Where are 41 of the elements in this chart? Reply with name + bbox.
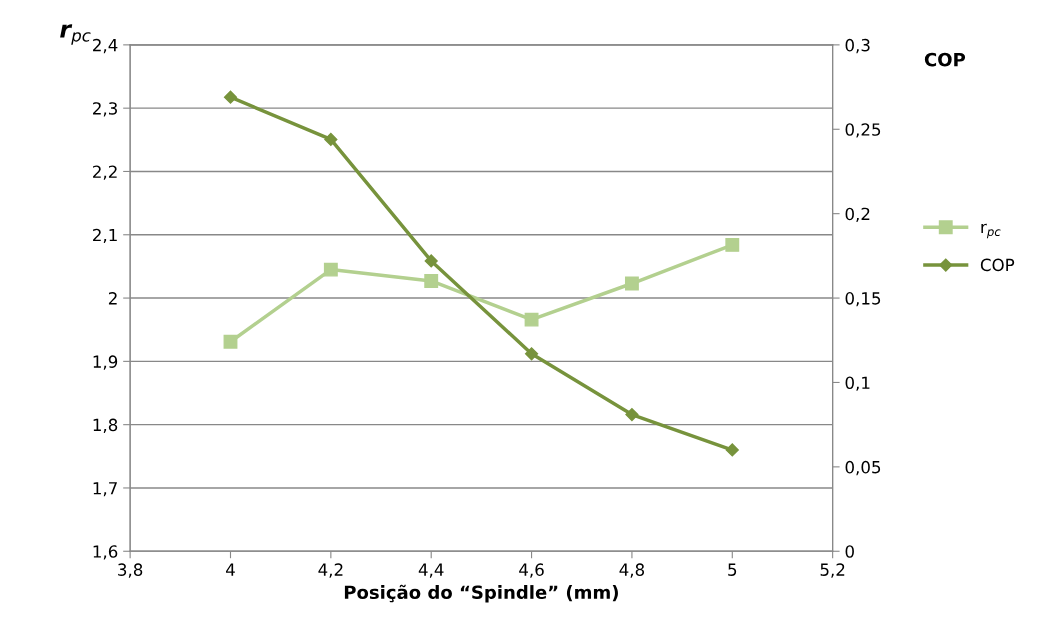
x-tick-label: 5 [728, 563, 737, 576]
legend-label: COP [980, 258, 1015, 272]
x-tick-label: 4,4 [418, 563, 444, 578]
point [223, 90, 238, 104]
y2-axis-title: COP [924, 52, 966, 67]
x-axis-title: Posição do “Spindle” (mm) [344, 584, 618, 603]
point [324, 132, 338, 146]
y-tick-label: 2 [108, 292, 117, 305]
point [424, 274, 439, 288]
y-tick-label: 2,3 [93, 102, 117, 117]
point [625, 407, 639, 422]
x-tick-label: 4,2 [318, 563, 343, 578]
y-tick-label: 2,4 [93, 38, 118, 54]
y-tick-label: 1,7 [93, 482, 117, 497]
x-tick-label: 5,2 [820, 563, 845, 578]
point [323, 262, 338, 277]
y2-tick-label: 0,1 [845, 376, 870, 391]
point [624, 276, 639, 291]
point [424, 254, 438, 268]
y2-tick-label: 0,3 [845, 38, 870, 54]
y-tick-label: 2,1 [93, 228, 117, 244]
y-tick-label: 1,9 [93, 355, 118, 370]
point [524, 312, 539, 327]
point [223, 334, 238, 349]
point [524, 347, 539, 361]
y-tick-label: 2,2 [93, 165, 117, 180]
x-tick-label: 4 [226, 563, 235, 576]
y2-tick-label: 0 [845, 545, 854, 558]
y2-tick-label: 0,25 [845, 123, 881, 138]
x-tick-label: 4,8 [619, 563, 645, 578]
point [725, 443, 739, 457]
y2-tick-label: 0,05 [845, 460, 881, 476]
legend-label: r$_{pc}$ [981, 223, 1001, 239]
y2-tick-label: 0,2 [845, 207, 870, 222]
x-tick-label: 4,6 [519, 563, 544, 578]
y-tick-label: 1,8 [93, 418, 118, 433]
point [725, 237, 740, 252]
y2-tick-label: 0,15 [845, 292, 881, 307]
x-tick-label: 3,8 [118, 563, 143, 578]
y-tick-label: 1,6 [93, 545, 118, 560]
y-axis-title: r$_{pc}$ [60, 24, 91, 45]
